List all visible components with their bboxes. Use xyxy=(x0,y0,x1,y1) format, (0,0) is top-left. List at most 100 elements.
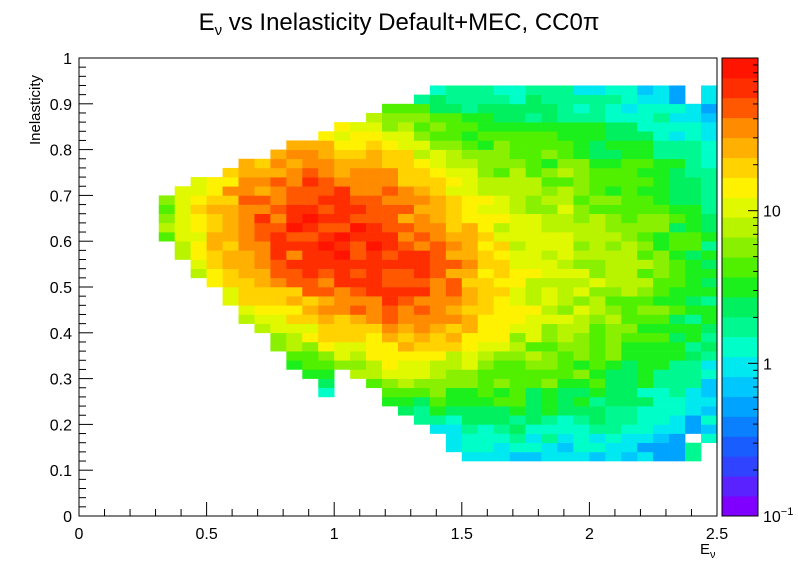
heatmap-cell xyxy=(445,406,463,416)
heatmap-cell xyxy=(413,332,431,343)
palette-band xyxy=(722,356,758,378)
heatmap-cell xyxy=(429,378,447,389)
heatmap-cell xyxy=(429,396,447,407)
heatmap-cell xyxy=(653,305,670,315)
heatmap-cell xyxy=(685,204,702,215)
heatmap-cell xyxy=(669,442,686,453)
heatmap-cell xyxy=(525,296,542,306)
heatmap-cell xyxy=(653,451,670,462)
heatmap-cell xyxy=(525,287,542,297)
heatmap-cell xyxy=(669,277,686,288)
heatmap-cell xyxy=(541,149,558,160)
heatmap-cell xyxy=(589,177,606,187)
heatmap-cell xyxy=(669,433,686,444)
heatmap-cell xyxy=(509,232,526,242)
heatmap-cell xyxy=(302,177,319,187)
heatmap-cell xyxy=(413,314,431,324)
heatmap-cell xyxy=(589,451,606,462)
heatmap-cell xyxy=(557,232,574,242)
heatmap-cell xyxy=(589,277,606,288)
heatmap-cell xyxy=(685,149,702,160)
heatmap-cell xyxy=(318,241,335,251)
heatmap-cell xyxy=(493,259,510,269)
heatmap-cell xyxy=(254,167,271,178)
heatmap-cell xyxy=(477,85,494,95)
heatmap-cell xyxy=(429,112,447,123)
heatmap-cell xyxy=(174,250,191,260)
heatmap-cell xyxy=(174,195,191,205)
heatmap-cell xyxy=(669,424,686,434)
heatmap-cell xyxy=(334,332,351,343)
heatmap-cell xyxy=(701,396,718,407)
heatmap-cell xyxy=(238,232,255,242)
heatmap-cell xyxy=(605,149,622,160)
heatmap-cell xyxy=(557,222,574,233)
heatmap-cell xyxy=(350,259,367,269)
heatmap-cell xyxy=(701,85,718,95)
heatmap-cell xyxy=(557,369,574,379)
heatmap-cell xyxy=(509,195,526,205)
heatmap-cell xyxy=(653,140,670,150)
heatmap-cell xyxy=(350,250,367,260)
heatmap-cell xyxy=(270,167,287,178)
heatmap-cell xyxy=(238,222,255,233)
heatmap-cell xyxy=(653,277,670,288)
heatmap-cell xyxy=(605,360,622,370)
heatmap-cell xyxy=(238,305,255,315)
heatmap-cell xyxy=(382,186,399,196)
x-axis-title: Eν xyxy=(700,541,716,561)
heatmap-cell xyxy=(318,323,335,334)
heatmap-cell xyxy=(270,232,287,242)
heatmap-cell xyxy=(461,360,479,370)
heatmap-cell xyxy=(238,195,255,205)
heatmap-cell xyxy=(477,222,494,233)
heatmap-cell xyxy=(461,85,479,95)
heatmap-cell xyxy=(653,122,670,132)
heatmap-cell xyxy=(509,442,526,453)
heatmap-cell xyxy=(669,406,686,416)
heatmap-cell xyxy=(477,332,494,343)
heatmap-cell xyxy=(350,369,367,379)
heatmap-cell xyxy=(637,314,654,324)
heatmap-cell xyxy=(637,442,654,453)
heatmap-cell xyxy=(382,241,399,251)
y-tick-label: 0.9 xyxy=(50,97,72,114)
heatmap-cell xyxy=(302,195,319,205)
heatmap-cell xyxy=(637,415,654,425)
heatmap-cell xyxy=(621,140,638,150)
heatmap-cell xyxy=(573,378,590,389)
heatmap-cell xyxy=(398,186,415,196)
heatmap-cell xyxy=(685,424,702,434)
heatmap-cell xyxy=(445,131,463,141)
heatmap-cell xyxy=(398,241,415,251)
heatmap-cell xyxy=(190,259,207,269)
heatmap-cell xyxy=(190,232,207,242)
heatmap-cell xyxy=(621,341,638,352)
heatmap-cell xyxy=(413,341,431,352)
heatmap-cell xyxy=(302,268,319,279)
heatmap-cell xyxy=(350,341,367,352)
heatmap-cell xyxy=(509,360,526,370)
heatmap-cell xyxy=(557,442,574,453)
heatmap-cell xyxy=(493,341,510,352)
heatmap-cell xyxy=(366,341,383,352)
heatmap-cell xyxy=(190,195,207,205)
heatmap-cell xyxy=(701,186,718,196)
heatmap-cell xyxy=(254,204,271,215)
y-tick-label: 0.3 xyxy=(50,372,72,389)
heatmap-cell xyxy=(286,213,303,224)
heatmap-cell xyxy=(509,277,526,288)
heatmap-cell xyxy=(445,378,463,389)
heatmap-cell xyxy=(541,140,558,150)
heatmap-cell xyxy=(413,268,431,279)
heatmap-cell xyxy=(382,268,399,279)
heatmap-cell xyxy=(701,112,718,123)
heatmap-cell xyxy=(637,112,654,123)
heatmap-cell xyxy=(413,140,431,150)
heatmap-cell xyxy=(493,287,510,297)
heatmap-cell xyxy=(350,305,367,315)
heatmap-cell xyxy=(477,213,494,224)
heatmap-cell xyxy=(270,323,287,334)
heatmap-cell xyxy=(573,186,590,196)
heatmap-cell xyxy=(302,296,319,306)
